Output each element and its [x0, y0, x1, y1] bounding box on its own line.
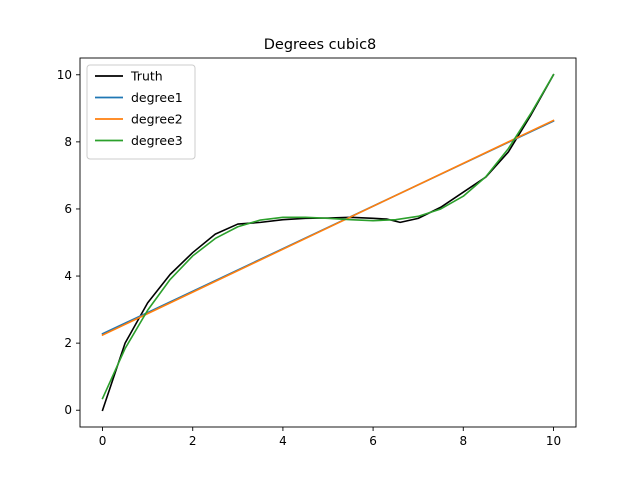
y-tick-label: 2	[64, 336, 72, 350]
series-line-degree2	[101, 119, 555, 337]
chart-title: Degrees cubic8	[264, 37, 377, 53]
legend-label-degree1: degree1	[131, 90, 183, 105]
x-tick-label: 2	[189, 434, 197, 448]
series-line-degree3	[101, 73, 555, 400]
y-tick-label: 6	[64, 202, 72, 216]
y-tick-label: 0	[64, 403, 72, 417]
legend-box	[86, 64, 196, 160]
series-line-truth	[101, 73, 555, 412]
y-tick-label: 10	[57, 68, 72, 82]
axes: 0 2 4 6 8 10 0 2 4 6 8 10	[57, 57, 577, 448]
legend-label-truth: Truth	[130, 69, 163, 84]
x-tick-label: 0	[99, 434, 107, 448]
y-tick-label: 8	[64, 135, 72, 149]
axes-frame	[79, 57, 577, 428]
plot-area	[101, 73, 555, 412]
x-tick-label: 4	[279, 434, 287, 448]
x-tick-label: 8	[459, 434, 467, 448]
y-tick-label: 4	[64, 269, 72, 283]
legend: Truth degree1 degree2 degree3	[86, 64, 196, 160]
x-tick-label: 6	[369, 434, 377, 448]
legend-label-degree3: degree3	[131, 133, 183, 148]
x-tick-label: 10	[546, 434, 561, 448]
legend-label-degree2: degree2	[131, 112, 183, 127]
